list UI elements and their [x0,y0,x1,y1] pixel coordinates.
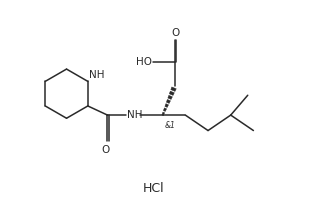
Polygon shape [171,87,176,91]
Text: &1: &1 [165,121,176,130]
Polygon shape [169,91,174,95]
Polygon shape [165,104,168,107]
Polygon shape [163,108,167,111]
Polygon shape [168,95,172,99]
Text: O: O [172,28,180,38]
Polygon shape [167,99,170,103]
Text: NH: NH [127,110,142,120]
Polygon shape [162,112,165,115]
Text: O: O [102,145,110,155]
Text: HO: HO [136,57,152,67]
Text: NH: NH [89,70,105,80]
Text: HCl: HCl [142,182,164,195]
